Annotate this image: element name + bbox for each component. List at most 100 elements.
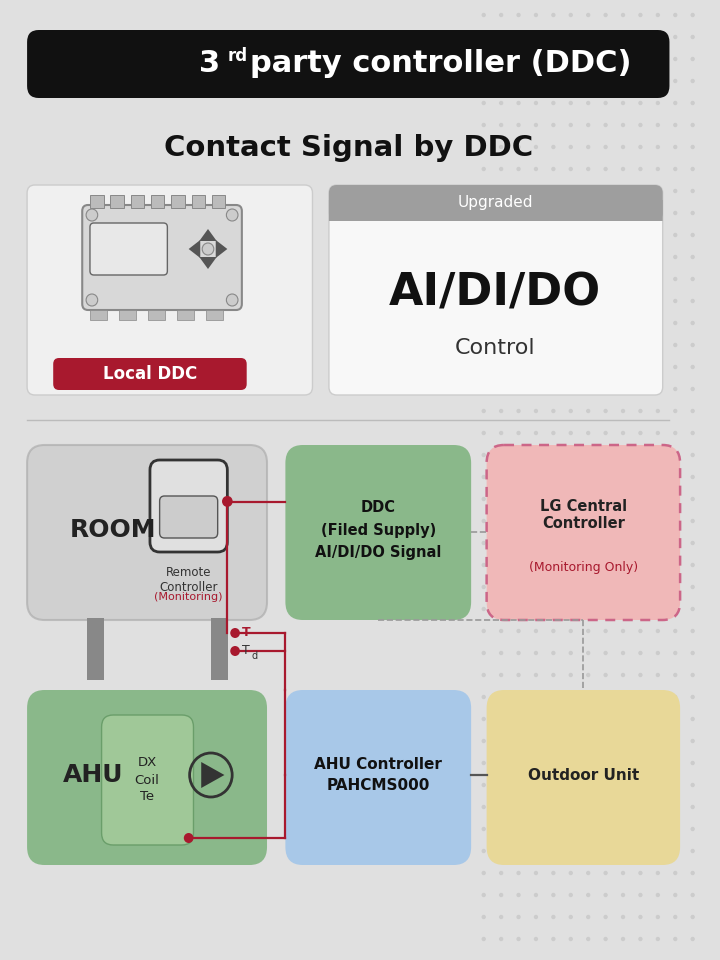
Circle shape [570,388,572,391]
Circle shape [534,894,537,897]
Circle shape [517,167,520,171]
Circle shape [639,167,642,171]
Circle shape [674,431,677,435]
Circle shape [691,233,694,236]
Circle shape [691,805,694,808]
Circle shape [570,146,572,149]
Circle shape [552,277,555,280]
Circle shape [604,410,607,413]
Circle shape [482,564,485,566]
FancyBboxPatch shape [27,445,267,620]
Circle shape [482,872,485,875]
Circle shape [674,652,677,655]
Circle shape [674,630,677,633]
Circle shape [639,872,642,875]
Circle shape [674,322,677,324]
Circle shape [604,717,607,721]
Circle shape [570,828,572,830]
Circle shape [639,564,642,566]
Circle shape [534,102,537,105]
Circle shape [639,652,642,655]
Circle shape [552,805,555,808]
Circle shape [500,938,503,941]
Circle shape [639,805,642,808]
Circle shape [604,938,607,941]
Circle shape [587,189,590,193]
FancyBboxPatch shape [150,460,228,552]
Circle shape [639,124,642,127]
Text: (Monitoring Only): (Monitoring Only) [528,562,638,574]
Circle shape [639,322,642,324]
Circle shape [482,146,485,149]
Circle shape [587,916,590,919]
Circle shape [552,717,555,721]
FancyBboxPatch shape [27,690,267,865]
FancyBboxPatch shape [285,445,471,620]
Circle shape [621,322,624,324]
Circle shape [621,608,624,611]
Circle shape [517,344,520,347]
Circle shape [604,255,607,258]
Text: d: d [251,651,258,661]
Circle shape [500,630,503,633]
Circle shape [517,739,520,742]
Circle shape [570,344,572,347]
Circle shape [552,739,555,742]
Circle shape [500,541,503,544]
Circle shape [534,519,537,522]
Circle shape [604,695,607,699]
FancyBboxPatch shape [160,496,217,538]
Bar [90,195,104,208]
Circle shape [534,211,537,214]
Circle shape [534,322,537,324]
Circle shape [570,102,572,105]
Circle shape [657,541,660,544]
Circle shape [691,674,694,677]
Circle shape [691,761,694,764]
Circle shape [570,322,572,324]
Circle shape [517,916,520,919]
Circle shape [674,277,677,280]
Circle shape [482,916,485,919]
Circle shape [517,36,520,38]
Circle shape [604,541,607,544]
Circle shape [534,13,537,16]
Bar [171,195,185,208]
Circle shape [517,630,520,633]
Circle shape [500,344,503,347]
Circle shape [621,431,624,435]
Circle shape [604,519,607,522]
Text: 3: 3 [199,50,220,79]
Circle shape [691,519,694,522]
FancyBboxPatch shape [90,223,167,275]
Circle shape [482,497,485,500]
Circle shape [517,102,520,105]
Circle shape [552,255,555,258]
Circle shape [570,255,572,258]
Circle shape [621,255,624,258]
Circle shape [587,564,590,566]
Circle shape [552,761,555,764]
Circle shape [482,410,485,413]
Circle shape [621,167,624,171]
Circle shape [482,80,485,83]
Circle shape [534,695,537,699]
Text: DDC
(Filed Supply)
AI/DI/DO Signal: DDC (Filed Supply) AI/DI/DO Signal [315,500,441,560]
Circle shape [587,850,590,852]
Circle shape [570,695,572,699]
Bar [119,310,136,320]
Circle shape [534,717,537,721]
Circle shape [517,519,520,522]
Circle shape [552,146,555,149]
Circle shape [657,233,660,236]
Circle shape [604,13,607,16]
Circle shape [500,80,503,83]
Circle shape [674,894,677,897]
Text: Upgraded: Upgraded [458,196,533,210]
Circle shape [639,717,642,721]
Circle shape [674,850,677,852]
Circle shape [534,36,537,38]
Circle shape [674,189,677,193]
Bar [206,310,223,320]
Circle shape [621,102,624,105]
